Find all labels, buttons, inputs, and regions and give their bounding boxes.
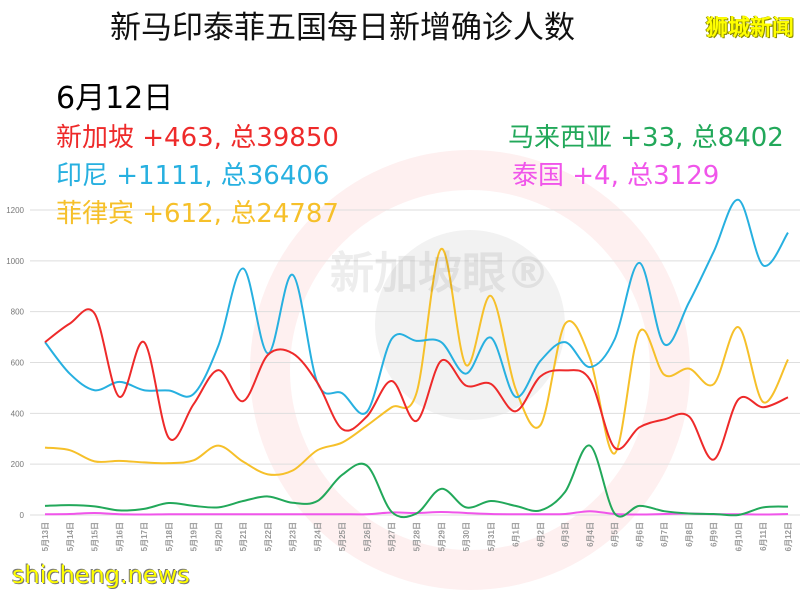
x-tick-label: 5月29日 — [437, 522, 446, 551]
x-tick-label: 5月25日 — [338, 522, 347, 551]
series-line-3 — [44, 444, 789, 519]
x-tick-label: 6月3日 — [561, 522, 570, 547]
x-tick-label: 5月31日 — [487, 522, 496, 551]
chart-title: 新马印泰菲五国每日新增确诊人数 — [110, 10, 575, 46]
x-tick-label: 6月5日 — [611, 522, 620, 547]
x-tick-label: 5月30日 — [462, 522, 471, 551]
x-tick-label: 5月26日 — [363, 522, 372, 551]
legend-philippines: 菲律宾 +612, 总24787 — [56, 199, 339, 229]
x-tick-label: 6月12日 — [784, 522, 793, 551]
y-tick-label: 200 — [11, 460, 25, 469]
x-tick-label: 5月27日 — [388, 522, 397, 551]
x-tick-label: 6月6日 — [635, 522, 644, 547]
x-tick-label: 5月28日 — [413, 522, 422, 551]
legend-singapore: 新加坡 +463, 总39850 — [56, 123, 339, 153]
x-tick-label: 5月13日 — [41, 522, 50, 551]
y-tick-label: 1000 — [6, 257, 24, 266]
x-tick-label: 5月18日 — [165, 522, 174, 551]
x-tick-label: 5月23日 — [289, 522, 298, 551]
x-tick-label: 6月7日 — [660, 522, 669, 547]
y-tick-label: 400 — [11, 409, 25, 418]
x-tick-label: 5月20日 — [214, 522, 223, 551]
legend-thailand: 泰国 +4, 总3129 — [512, 161, 720, 191]
watermark: 新加坡眼® — [330, 248, 550, 299]
x-tick-label: 5月14日 — [66, 522, 75, 551]
x-tick-label: 6月1日 — [512, 522, 521, 547]
x-tick-label: 5月22日 — [264, 522, 273, 551]
brand-logo: 狮城新闻 — [705, 16, 794, 41]
x-tick-label: 6月10日 — [734, 522, 743, 551]
site-watermark: shicheng.news — [12, 561, 190, 589]
date-label: 6月12日 — [56, 81, 174, 116]
x-tick-label: 5月15日 — [91, 522, 100, 551]
x-tick-label: 6月4日 — [586, 522, 595, 547]
watermark-logo-ring — [250, 150, 690, 590]
legend-malaysia: 马来西亚 +33, 总8402 — [508, 123, 784, 153]
y-tick-label: 1200 — [6, 206, 24, 215]
x-tick-label: 6月8日 — [685, 522, 694, 547]
x-tick-label: 5月19日 — [190, 522, 199, 551]
x-tick-label: 5月17日 — [140, 522, 149, 551]
watermark-logo-dot — [375, 230, 565, 420]
x-tick-label: 6月9日 — [710, 522, 719, 547]
y-tick-label: 0 — [20, 511, 25, 520]
x-tick-label: 6月11日 — [759, 522, 768, 551]
x-tick-label: 5月16日 — [115, 522, 124, 551]
x-tick-label: 6月2日 — [536, 522, 545, 547]
y-tick-label: 600 — [11, 359, 25, 368]
y-tick-label: 800 — [11, 308, 25, 317]
legend-indonesia: 印尼 +1111, 总36406 — [56, 161, 330, 191]
x-tick-label: 5月21日 — [239, 522, 248, 551]
x-tick-label: 5月24日 — [313, 522, 322, 551]
